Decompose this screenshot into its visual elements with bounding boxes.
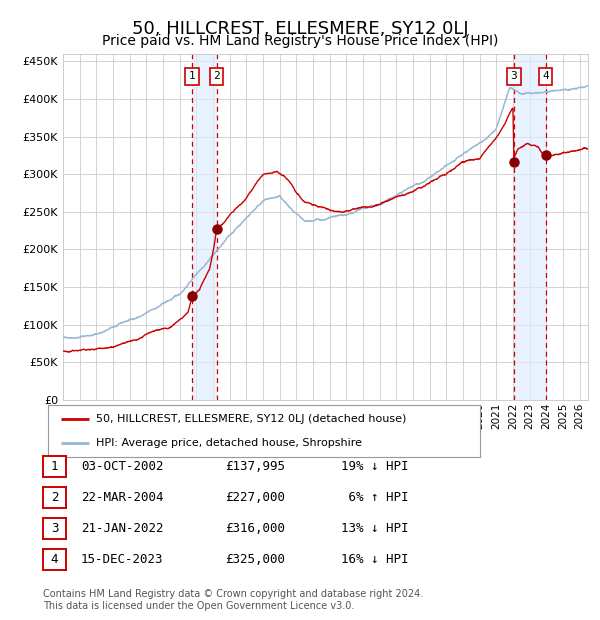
Text: This data is licensed under the Open Government Licence v3.0.: This data is licensed under the Open Gov… [43, 601, 355, 611]
Bar [192, 54, 217, 400]
Text: 19% ↓ HPI: 19% ↓ HPI [341, 460, 408, 472]
Bar [514, 54, 545, 400]
Text: 4: 4 [51, 553, 58, 565]
Text: 16% ↓ HPI: 16% ↓ HPI [341, 553, 408, 565]
Text: £316,000: £316,000 [225, 522, 285, 534]
Text: Contains HM Land Registry data © Crown copyright and database right 2024.: Contains HM Land Registry data © Crown c… [43, 589, 424, 599]
Text: 50, HILLCREST, ELLESMERE, SY12 0LJ (detached house): 50, HILLCREST, ELLESMERE, SY12 0LJ (deta… [95, 414, 406, 424]
Text: 21-JAN-2022: 21-JAN-2022 [81, 522, 163, 534]
Text: 3: 3 [51, 522, 58, 534]
Text: 1: 1 [51, 460, 58, 472]
Text: 22-MAR-2004: 22-MAR-2004 [81, 491, 163, 503]
Text: 15-DEC-2023: 15-DEC-2023 [81, 553, 163, 565]
Text: £137,995: £137,995 [225, 460, 285, 472]
Text: 4: 4 [542, 71, 549, 81]
Text: 13% ↓ HPI: 13% ↓ HPI [341, 522, 408, 534]
Bar [545, 54, 588, 400]
Text: £227,000: £227,000 [225, 491, 285, 503]
Text: 50, HILLCREST, ELLESMERE, SY12 0LJ: 50, HILLCREST, ELLESMERE, SY12 0LJ [131, 20, 469, 38]
Text: £325,000: £325,000 [225, 553, 285, 565]
Text: 1: 1 [189, 71, 196, 81]
Text: 2: 2 [51, 491, 58, 503]
Text: 6% ↑ HPI: 6% ↑ HPI [341, 491, 408, 503]
Text: Price paid vs. HM Land Registry's House Price Index (HPI): Price paid vs. HM Land Registry's House … [102, 34, 498, 48]
Text: 2: 2 [213, 71, 220, 81]
Text: 03-OCT-2002: 03-OCT-2002 [81, 460, 163, 472]
Text: 3: 3 [511, 71, 517, 81]
Text: HPI: Average price, detached house, Shropshire: HPI: Average price, detached house, Shro… [95, 438, 362, 448]
